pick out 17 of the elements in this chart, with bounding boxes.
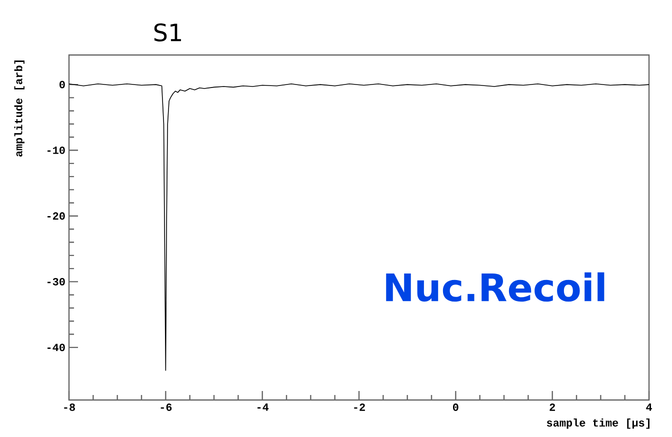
x-tick-label: 4 <box>646 404 652 411</box>
y-tick-label: -40 <box>47 344 65 352</box>
x-tick-label: 2 <box>550 404 555 411</box>
y-tick-label: 0 <box>60 80 65 88</box>
line-series <box>69 84 650 371</box>
x-tick-label: -6 <box>160 404 172 411</box>
x-tick-label: -4 <box>257 404 269 411</box>
x-axis-title: sample time [µs] <box>546 418 650 429</box>
x-tick-label: 0 <box>453 404 458 411</box>
chart-title: S1 <box>154 23 181 42</box>
y-axis-title: amplitude [arb] <box>14 60 24 157</box>
x-tick-label: -2 <box>354 404 365 411</box>
y-tick-label: -20 <box>47 212 65 220</box>
x-tick-label: -8 <box>64 404 75 411</box>
y-tick-label: -10 <box>47 146 65 154</box>
y-tick-label: -30 <box>47 278 65 286</box>
annotation: Nuc.Recoil <box>386 272 604 302</box>
